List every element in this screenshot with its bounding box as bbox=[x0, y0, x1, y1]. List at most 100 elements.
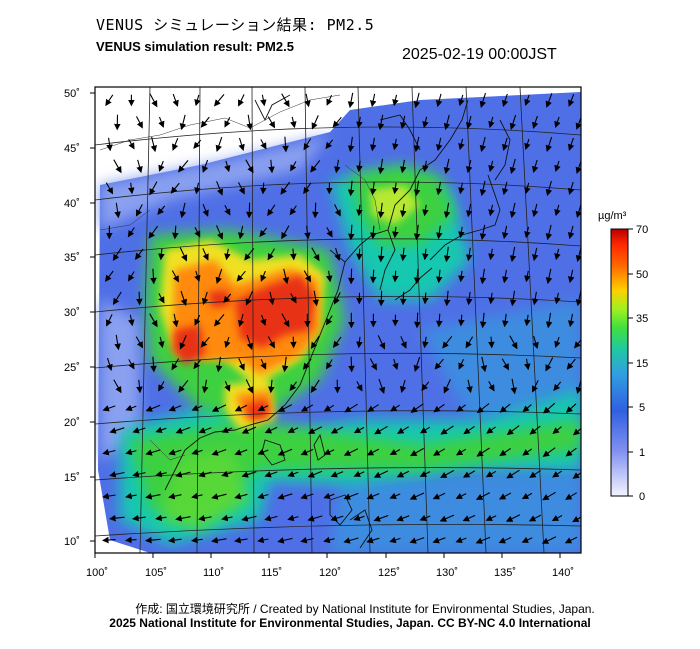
wind-arrow bbox=[211, 404, 227, 412]
wind-arrow bbox=[545, 93, 553, 108]
wind-arrow bbox=[510, 378, 517, 395]
wind-arrow bbox=[479, 180, 487, 197]
wind-arrow bbox=[575, 290, 581, 307]
wind-arrow bbox=[377, 290, 385, 307]
wind-arrow bbox=[506, 469, 520, 479]
wind-arrow bbox=[567, 225, 575, 240]
wind-arrow bbox=[410, 403, 424, 413]
wind-arrow bbox=[568, 93, 575, 107]
wind-arrow bbox=[347, 224, 355, 241]
wind-arrow bbox=[455, 448, 467, 456]
lat-tick-label: 15˚ bbox=[64, 472, 80, 484]
wind-arrow bbox=[175, 515, 191, 522]
wind-arrow bbox=[397, 426, 409, 434]
wind-arrow bbox=[567, 269, 575, 284]
wind-arrow bbox=[102, 536, 116, 544]
wind-arrow bbox=[114, 202, 121, 219]
wind-arrow bbox=[524, 358, 531, 371]
title-english: VENUS simulation result: PM2.5 bbox=[96, 39, 294, 54]
wind-arrow bbox=[172, 225, 179, 240]
wind-arrow bbox=[524, 226, 531, 239]
wind-arrow bbox=[179, 202, 187, 219]
wind-arrow bbox=[458, 226, 465, 239]
wind-arrow bbox=[202, 159, 209, 173]
colorbar-label: 0 bbox=[639, 491, 645, 503]
wind-arrow bbox=[400, 336, 407, 349]
wind-arrow bbox=[479, 268, 487, 285]
wind-arrow bbox=[267, 204, 276, 217]
wind-arrow bbox=[521, 492, 533, 500]
wind-arrow bbox=[373, 514, 389, 522]
wind-arrow bbox=[241, 515, 257, 522]
wind-arrow bbox=[323, 536, 335, 544]
wind-arrow bbox=[290, 116, 297, 129]
wind-arrow bbox=[465, 247, 473, 262]
wind-arrow bbox=[488, 204, 495, 217]
wind-arrow bbox=[419, 426, 431, 434]
wind-arrow bbox=[479, 92, 487, 108]
wind-arrow bbox=[112, 291, 122, 306]
wind-arrow bbox=[109, 427, 125, 434]
wind-arrow bbox=[498, 536, 512, 544]
map-frame bbox=[94, 86, 582, 554]
wind-arrow bbox=[145, 536, 161, 544]
wind-arrow bbox=[501, 269, 509, 284]
wind-arrow bbox=[168, 536, 182, 544]
wind-arrow bbox=[323, 448, 335, 455]
wind-arrow bbox=[332, 116, 342, 128]
wind-arrow bbox=[566, 358, 576, 370]
wind-arrow bbox=[221, 470, 233, 478]
wind-arrow bbox=[303, 138, 312, 151]
wind-arrow bbox=[422, 116, 429, 129]
wind-arrow bbox=[369, 93, 377, 108]
wind-arrow bbox=[105, 94, 114, 107]
wind-arrow bbox=[565, 403, 577, 413]
wind-arrow bbox=[488, 160, 495, 173]
wind-arrow bbox=[509, 335, 518, 350]
wind-arrow bbox=[377, 158, 385, 175]
wind-arrow bbox=[155, 426, 167, 434]
wind-arrow bbox=[179, 335, 187, 350]
wind-arrow bbox=[421, 381, 430, 391]
wind-arrow bbox=[106, 314, 113, 327]
wind-arrow bbox=[303, 270, 312, 283]
wind-arrow bbox=[443, 114, 451, 131]
wind-arrow bbox=[106, 357, 113, 372]
wind-arrow bbox=[307, 515, 323, 522]
wind-arrow bbox=[168, 405, 182, 412]
wind-arrow bbox=[132, 514, 146, 522]
wind-arrow bbox=[136, 379, 143, 394]
wind-arrow bbox=[150, 268, 157, 285]
wind-arrow bbox=[109, 471, 125, 478]
wind-arrow bbox=[422, 292, 429, 305]
wind-arrow bbox=[567, 313, 575, 328]
wind-arrow bbox=[399, 379, 407, 394]
wind-arrow bbox=[334, 204, 341, 217]
wind-arrow bbox=[282, 268, 290, 285]
wind-arrow bbox=[551, 514, 563, 522]
wind-arrow bbox=[105, 182, 114, 195]
wind-arrow bbox=[413, 92, 421, 109]
wind-arrow bbox=[509, 158, 517, 175]
wind-arrow bbox=[224, 205, 231, 216]
wind-arrow bbox=[436, 313, 443, 328]
wind-arrow bbox=[237, 225, 245, 240]
wind-arrow bbox=[246, 114, 253, 131]
wind-arrow bbox=[202, 379, 209, 394]
wind-arrow bbox=[325, 139, 334, 150]
wind-arrow bbox=[158, 293, 165, 304]
wind-arrow bbox=[145, 493, 161, 500]
wind-arrow bbox=[304, 93, 311, 108]
wind-arrow bbox=[303, 182, 312, 195]
wind-arrow bbox=[443, 379, 451, 394]
wind-arrow bbox=[419, 514, 431, 521]
lat-tick-label: 30˚ bbox=[64, 307, 80, 319]
wind-arrow bbox=[552, 470, 563, 478]
wind-arrow bbox=[198, 471, 212, 478]
wind-arrow bbox=[419, 470, 431, 477]
copyright-line: 2025 National Institute for Environmenta… bbox=[109, 616, 591, 630]
wind-arrow bbox=[465, 115, 473, 130]
lat-tick-label: 10˚ bbox=[64, 536, 80, 548]
timestamp: 2025-02-19 00:00JST bbox=[402, 46, 557, 63]
wind-arrow bbox=[245, 379, 254, 394]
